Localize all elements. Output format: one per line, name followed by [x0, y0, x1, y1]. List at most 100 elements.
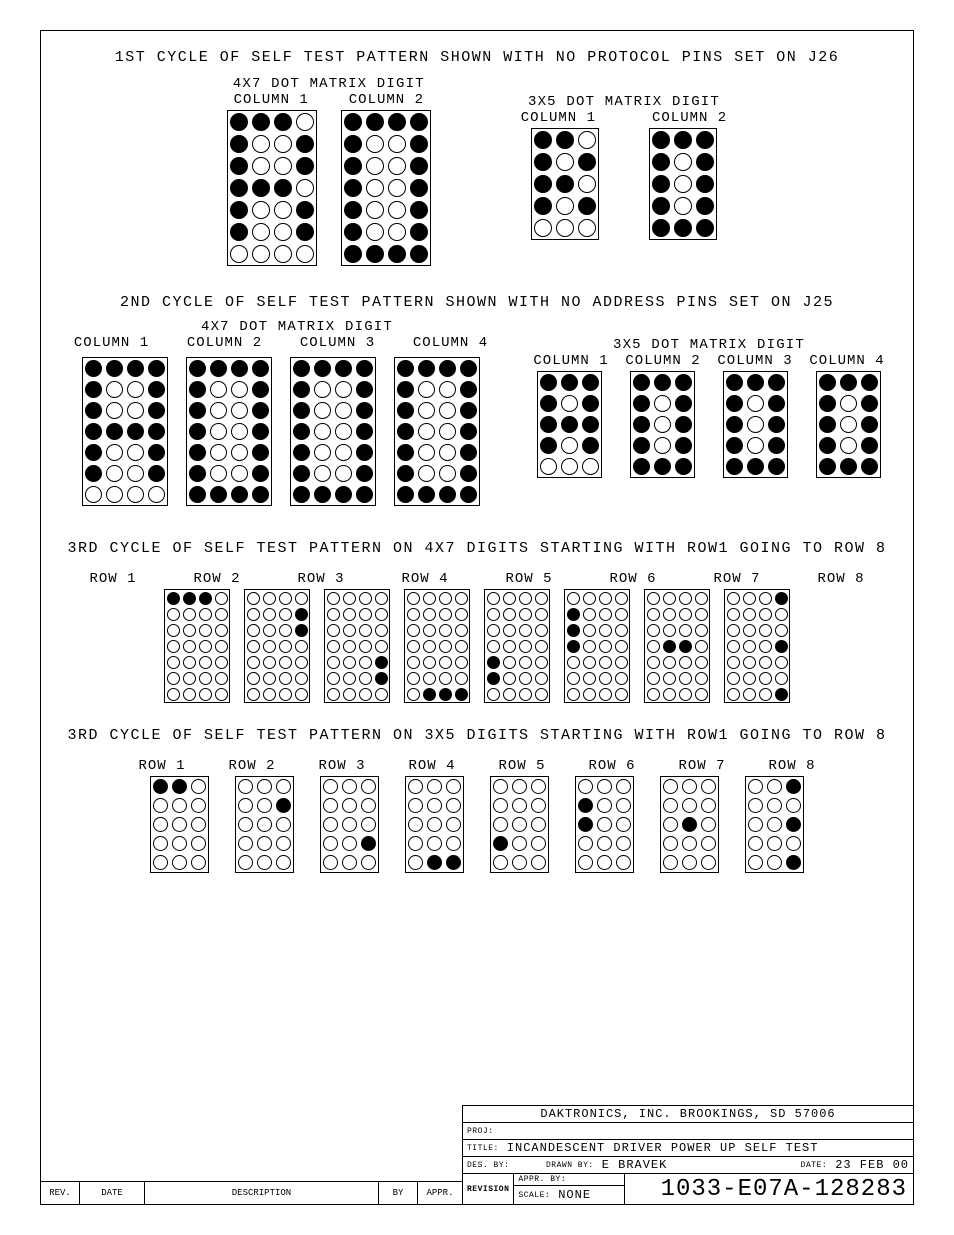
dot [366, 157, 384, 175]
dot [296, 135, 314, 153]
dot [361, 779, 376, 794]
dot [314, 402, 331, 419]
dot [418, 381, 435, 398]
dot [231, 360, 248, 377]
dot [183, 688, 196, 701]
dot [183, 656, 196, 669]
dot [231, 465, 248, 482]
dot [276, 817, 291, 832]
dot [786, 817, 801, 832]
dot [295, 624, 308, 637]
dot [106, 360, 123, 377]
dot [427, 779, 442, 794]
dot [327, 640, 340, 653]
dot [460, 360, 477, 377]
dot [247, 640, 260, 653]
dot [767, 779, 782, 794]
dot [418, 444, 435, 461]
dot [439, 486, 456, 503]
dot [748, 836, 763, 851]
dot [531, 798, 546, 813]
dot [85, 423, 102, 440]
dot [446, 855, 461, 870]
dot [231, 381, 248, 398]
dot [293, 402, 310, 419]
dot [679, 624, 692, 637]
dot [397, 465, 414, 482]
c3-47-r1 [164, 589, 230, 703]
tb-by: BY [379, 1182, 418, 1204]
dot [410, 223, 428, 241]
dot [615, 608, 628, 621]
dot [455, 672, 468, 685]
dot [148, 402, 165, 419]
dot [460, 423, 477, 440]
dot [768, 458, 785, 475]
dot [293, 465, 310, 482]
dot [274, 245, 292, 263]
dot [167, 672, 180, 685]
dot [460, 381, 477, 398]
dot [615, 656, 628, 669]
dot [397, 423, 414, 440]
dot [427, 855, 442, 870]
dot [127, 465, 144, 482]
dot [230, 135, 248, 153]
dot [616, 836, 631, 851]
dot [252, 486, 269, 503]
dot [215, 640, 228, 653]
dot [535, 688, 548, 701]
dot [257, 779, 272, 794]
dot [663, 855, 678, 870]
dot [335, 402, 352, 419]
dot [647, 608, 660, 621]
dot [727, 656, 740, 669]
dot [344, 201, 362, 219]
dot [407, 640, 420, 653]
dot [759, 672, 772, 685]
dot [189, 381, 206, 398]
dot [407, 672, 420, 685]
dot [663, 836, 678, 851]
dot [375, 608, 388, 621]
dot [252, 465, 269, 482]
dot [183, 624, 196, 637]
dot [199, 688, 212, 701]
dot [210, 402, 227, 419]
dot [215, 608, 228, 621]
dot [388, 245, 406, 263]
dot [487, 624, 500, 637]
dot [238, 798, 253, 813]
dot [675, 416, 692, 433]
dot [654, 416, 671, 433]
dot [276, 855, 291, 870]
dot [748, 817, 763, 832]
dot [343, 672, 356, 685]
dot [296, 245, 314, 263]
c2-47-c4l: COLUMN 4 [403, 335, 498, 351]
dot [819, 416, 836, 433]
dot [578, 779, 593, 794]
dot [597, 817, 612, 832]
dot [279, 672, 292, 685]
dot [215, 672, 228, 685]
dot [127, 360, 144, 377]
dot [487, 688, 500, 701]
dot [247, 608, 260, 621]
dot [418, 423, 435, 440]
dot [215, 688, 228, 701]
dot [519, 592, 532, 605]
dot [191, 836, 206, 851]
dot [230, 201, 248, 219]
dot [418, 360, 435, 377]
dot [647, 640, 660, 653]
dot [167, 688, 180, 701]
dot [455, 624, 468, 637]
dot [361, 798, 376, 813]
dot [535, 624, 548, 637]
dot [388, 157, 406, 175]
r47-2l: ROW 2 [175, 571, 259, 587]
dot [215, 624, 228, 637]
dot [578, 855, 593, 870]
dot [531, 836, 546, 851]
